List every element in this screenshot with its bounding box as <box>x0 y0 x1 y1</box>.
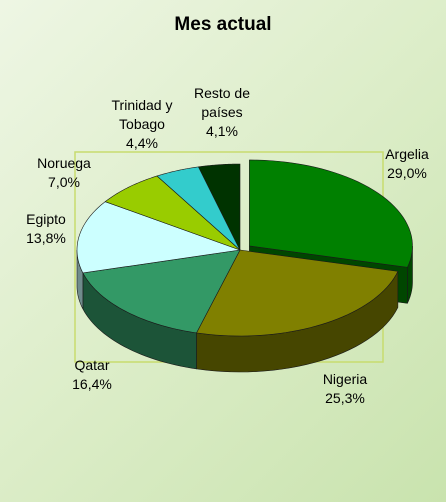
slice-label: Resto de países <box>193 85 251 120</box>
slice <box>156 166 241 251</box>
slice <box>104 175 241 251</box>
slice-label: Qatar <box>74 357 110 373</box>
value-label: 29,0% <box>387 165 427 181</box>
slice-label: Argelia <box>385 146 429 162</box>
value-label: 4,4% <box>126 135 158 151</box>
value-label: 25,3% <box>325 390 365 406</box>
chart-title: Mes actual <box>174 14 272 35</box>
slice <box>196 249 399 337</box>
slice <box>249 159 413 268</box>
value-label: 4,1% <box>206 123 238 139</box>
slice-label: Noruega <box>37 155 91 171</box>
slice-label: Nigeria <box>322 371 368 387</box>
slice-label: Trinidad y Tobago <box>111 97 173 132</box>
slice <box>76 201 241 274</box>
value-label: 13,8% <box>26 230 66 246</box>
slice <box>82 249 241 334</box>
slice-label: Egipto <box>26 211 66 227</box>
value-label: 16,4% <box>72 376 112 392</box>
value-label: 7,0% <box>48 174 80 190</box>
slice <box>198 163 241 251</box>
